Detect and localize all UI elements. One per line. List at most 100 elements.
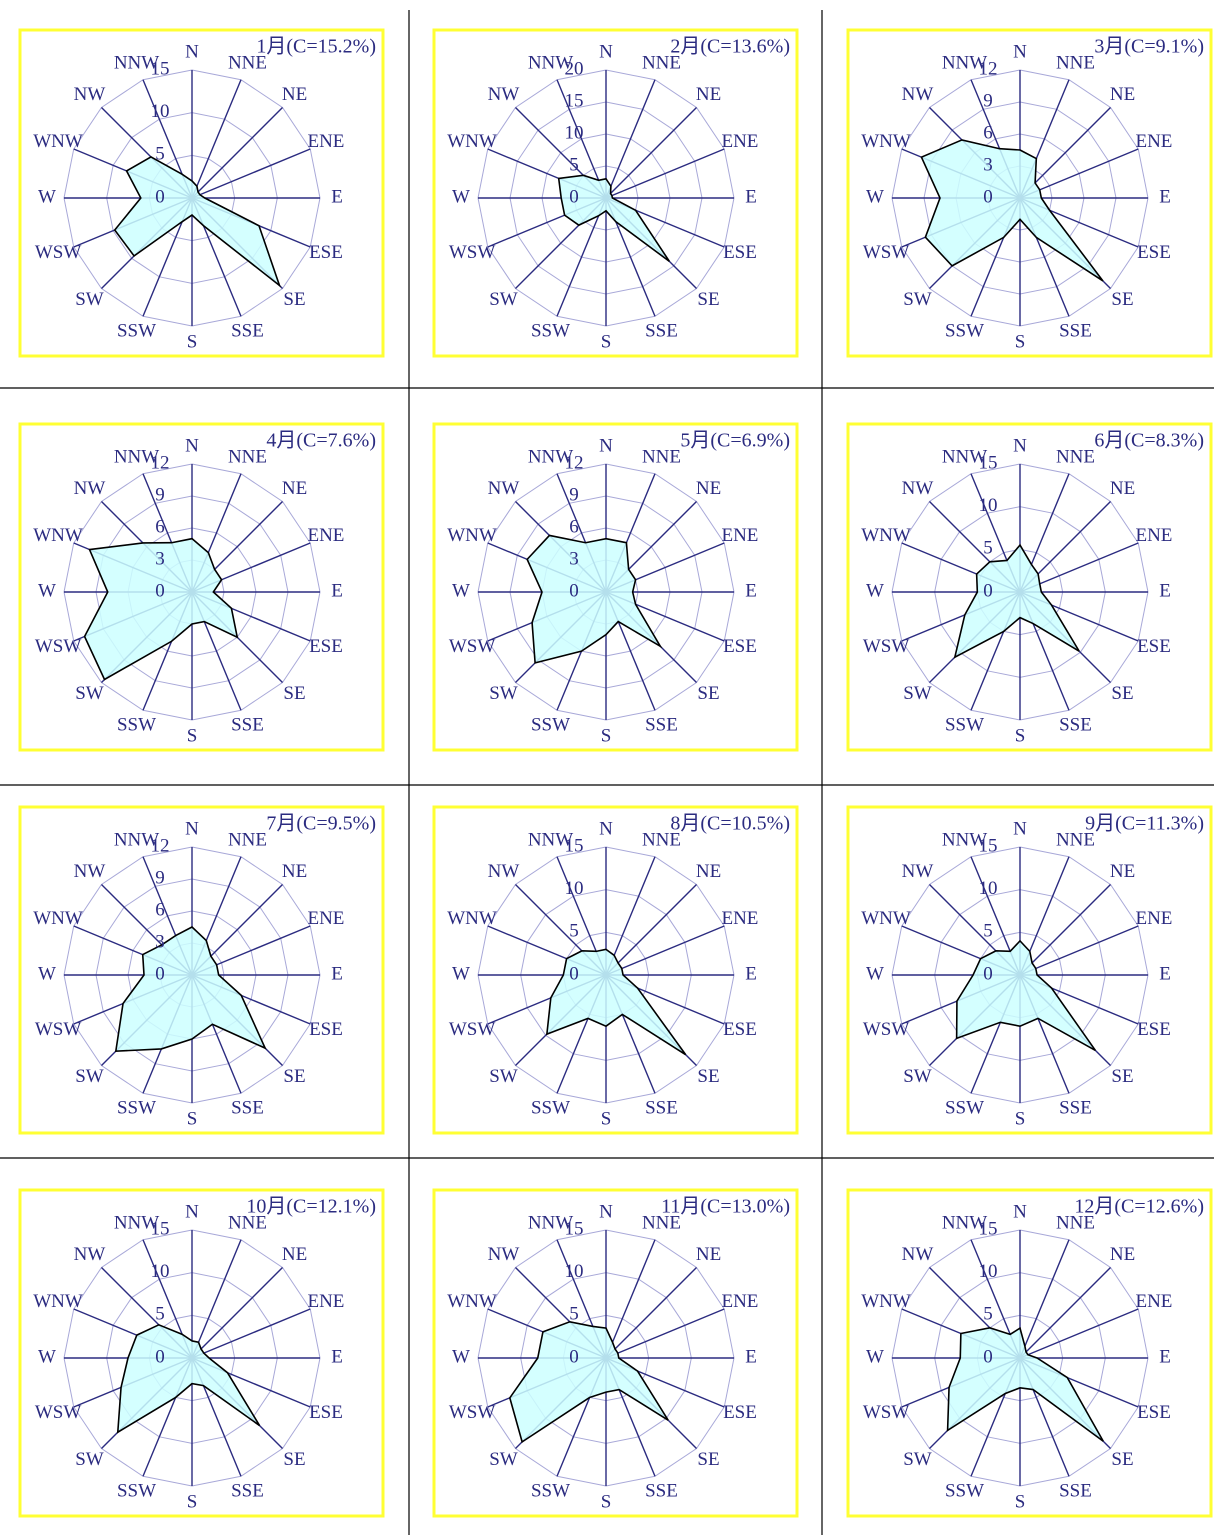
frequency-area (545, 948, 687, 1056)
direction-label: SSW (531, 320, 570, 341)
direction-label: N (185, 1201, 199, 1222)
direction-label: ENE (307, 525, 344, 546)
radial-tick-label: 15 (979, 1218, 998, 1239)
direction-label: W (38, 186, 56, 207)
radial-tick-label: 0 (155, 1346, 165, 1367)
direction-label: NE (282, 861, 307, 882)
direction-label: S (1015, 725, 1026, 746)
direction-label: ENE (1135, 908, 1172, 929)
radial-tick-label: 12 (151, 835, 170, 856)
direction-label: E (1159, 963, 1171, 984)
direction-label: SSW (531, 1480, 570, 1501)
radial-tick-label: 5 (983, 921, 993, 942)
direction-label: WNW (447, 908, 497, 929)
radial-tick-label: 5 (983, 538, 993, 559)
spoke (605, 883, 698, 976)
spoke (1019, 1308, 1139, 1359)
direction-label: E (1159, 186, 1171, 207)
panel-frame (432, 28, 799, 358)
direction-label: SE (283, 683, 305, 704)
radial-tick-label: 15 (151, 58, 170, 79)
radial-tick-label: 10 (979, 878, 998, 899)
direction-label: SSE (1059, 320, 1092, 341)
direction-label: E (1159, 580, 1171, 601)
direction-label: NNE (1056, 1212, 1095, 1233)
chart-title: 5月(C=6.9%) (680, 430, 790, 452)
direction-label: NE (282, 1244, 307, 1265)
direction-label: SSW (117, 1480, 156, 1501)
radial-tick-label: 9 (983, 90, 993, 111)
radial-tick-label: 15 (979, 835, 998, 856)
direction-label: E (331, 1346, 343, 1367)
radial-tick-label: 10 (565, 122, 584, 143)
radial-tick-label: 12 (979, 58, 998, 79)
direction-label: NW (74, 1244, 106, 1265)
radial-tick-label: 10 (151, 101, 170, 122)
direction-label: W (38, 580, 56, 601)
radial-tick-label: 20 (565, 58, 584, 79)
chart-title: 11月(C=13.0%) (661, 1196, 790, 1218)
direction-label: SW (489, 1449, 518, 1470)
direction-label: ENE (1135, 1291, 1172, 1312)
radial-tick-label: 10 (565, 1261, 584, 1282)
direction-label: ENE (1135, 525, 1172, 546)
radial-tick-label: 0 (155, 963, 165, 984)
radial-tick-label: 6 (155, 516, 165, 537)
spoke (605, 1308, 725, 1359)
spoke (191, 106, 284, 199)
direction-label: NNW (528, 1212, 573, 1233)
radial-tick-label: 0 (569, 1346, 579, 1367)
direction-label: SSW (945, 1480, 984, 1501)
direction-label: WSW (35, 242, 82, 263)
chart-title: 9月(C=11.3%) (1085, 813, 1204, 835)
direction-label: NW (74, 478, 106, 499)
spoke (605, 1266, 698, 1359)
radial-tick-label: 12 (151, 452, 170, 473)
direction-label: SSW (945, 1097, 984, 1118)
radial-tick-label: 10 (151, 1261, 170, 1282)
direction-label: NW (488, 478, 520, 499)
chart-title: 4月(C=7.6%) (266, 430, 376, 452)
radial-tick-label: 15 (979, 452, 998, 473)
direction-label: ESE (723, 636, 757, 657)
direction-label: WNW (861, 131, 911, 152)
direction-label: NNE (228, 829, 267, 850)
direction-label: NE (696, 478, 721, 499)
spoke (191, 1266, 284, 1359)
radial-tick-label: 10 (565, 878, 584, 899)
direction-label: N (1013, 818, 1027, 839)
direction-label: NE (696, 84, 721, 105)
direction-label: W (866, 580, 884, 601)
panel-frame (18, 422, 385, 752)
direction-label: SSE (645, 320, 678, 341)
chart-title: 10月(C=12.1%) (246, 1196, 376, 1218)
direction-label: NNE (642, 1212, 681, 1233)
direction-label: ENE (307, 908, 344, 929)
direction-label: WNW (447, 525, 497, 546)
chart-title: 1月(C=15.2%) (256, 36, 376, 58)
direction-label: ENE (721, 908, 758, 929)
direction-label: ENE (721, 131, 758, 152)
spoke (556, 79, 607, 199)
radial-tick-label: 15 (565, 90, 584, 111)
panel-frame (432, 805, 799, 1135)
direction-label: SW (903, 1449, 932, 1470)
direction-label: SE (697, 683, 719, 704)
direction-label: NNE (1056, 829, 1095, 850)
direction-label: NNE (642, 829, 681, 850)
direction-label: N (599, 1201, 613, 1222)
direction-label: NNW (942, 52, 987, 73)
direction-label: ESE (309, 1402, 343, 1423)
frequency-area (920, 139, 1104, 282)
direction-label: SW (489, 683, 518, 704)
direction-label: SSW (117, 1097, 156, 1118)
spoke (605, 106, 698, 199)
frequency-area (526, 534, 663, 664)
radial-tick-label: 5 (569, 154, 579, 175)
direction-label: NNW (528, 446, 573, 467)
direction-label: SSW (117, 714, 156, 735)
spoke (605, 925, 725, 976)
radial-tick-label: 3 (983, 154, 993, 175)
radial-tick-label: 6 (155, 899, 165, 920)
